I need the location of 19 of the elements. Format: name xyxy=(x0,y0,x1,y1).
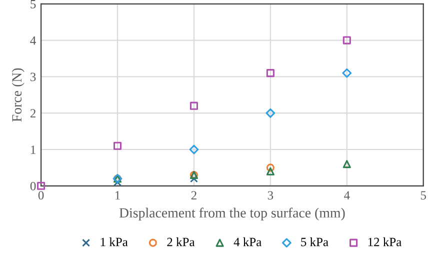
y-tick-label: 1 xyxy=(31,146,36,154)
legend-label: 5 kPa xyxy=(301,237,328,246)
x-tick-label: 4 xyxy=(344,191,350,200)
legend-label: 12 kPa xyxy=(368,237,402,246)
x-tick-label: 1 xyxy=(115,191,120,200)
y-tick-label: 4 xyxy=(30,36,36,45)
legend-label: 1 kPa xyxy=(100,237,128,246)
x-axis-title: Displacement from the top surface (mm) xyxy=(119,208,345,220)
x-tick-label: 5 xyxy=(420,191,426,200)
x-tick-label: 3 xyxy=(268,191,274,200)
x-tick-label: 2 xyxy=(191,191,196,200)
y-tick-label: 2 xyxy=(30,109,36,118)
y-tick-label: 3 xyxy=(30,72,36,82)
legend-label: 4 kPa xyxy=(234,237,262,246)
x-tick-label: 0 xyxy=(38,191,44,200)
legend-label: 2 kPa xyxy=(167,237,195,246)
y-tick-label: 0 xyxy=(30,182,36,190)
y-tick-label: 5 xyxy=(30,0,36,8)
y-axis-title: Force (N) xyxy=(12,68,24,122)
